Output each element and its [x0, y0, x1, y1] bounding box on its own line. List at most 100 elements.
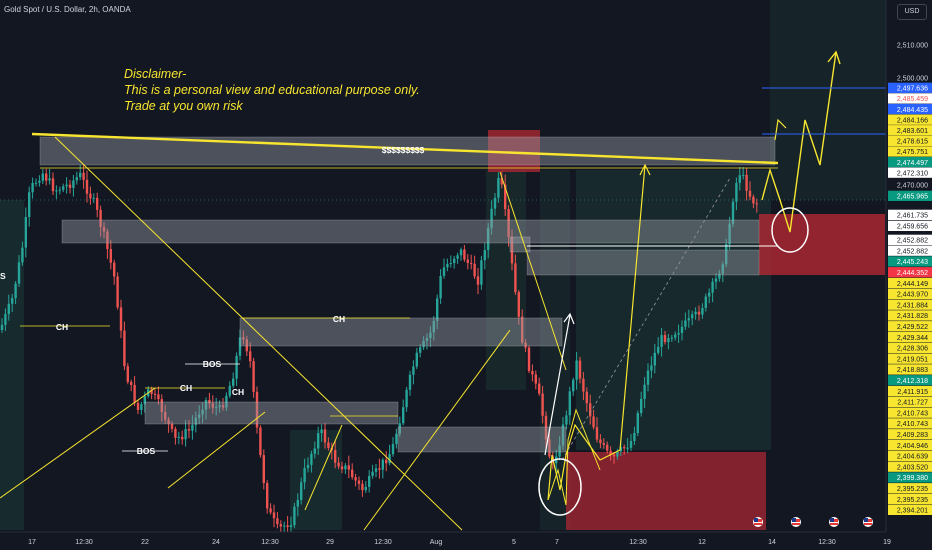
- candle: [38, 180, 41, 183]
- price-tag: [888, 483, 932, 494]
- price-label: 2,484.166: [897, 117, 928, 124]
- candle: [130, 381, 133, 385]
- time-label: 12:30: [818, 539, 836, 546]
- price-tag: [888, 146, 932, 157]
- candle: [504, 184, 507, 210]
- candle: [221, 405, 225, 408]
- candle: [225, 395, 228, 408]
- price-tag: [888, 190, 932, 201]
- candle: [561, 424, 565, 446]
- candle: [181, 436, 184, 440]
- price-label: 2,409.283: [897, 432, 928, 439]
- chart-background-shading: [0, 0, 886, 530]
- candle: [633, 433, 636, 442]
- candle: [4, 313, 7, 325]
- arrow-head: [774, 118, 787, 141]
- price-tag: [888, 114, 932, 125]
- price-label: 2,404.946: [897, 443, 928, 450]
- time-label: 12: [698, 539, 706, 546]
- candle: [687, 318, 690, 321]
- drawing-zones: [39, 136, 776, 453]
- candle: [575, 360, 578, 380]
- price-tag: [888, 504, 932, 515]
- candle: [235, 355, 238, 379]
- candle: [296, 499, 299, 507]
- stop-area: [566, 452, 766, 530]
- candlestick-series: [0, 164, 758, 535]
- candle: [123, 330, 126, 367]
- trendline: [0, 387, 156, 499]
- candle: [660, 335, 663, 347]
- candle: [718, 273, 721, 279]
- candle: [211, 403, 214, 408]
- price-label: 2,483.601: [897, 128, 928, 135]
- supply-demand-zone: [526, 249, 760, 276]
- price-label: 2,500.000: [897, 76, 928, 83]
- candle: [317, 433, 320, 449]
- price-label: 2,459.656: [897, 224, 928, 231]
- candle: [215, 406, 218, 408]
- price-label: 2,428.306: [897, 346, 928, 353]
- candle: [735, 182, 738, 202]
- candle: [565, 415, 568, 425]
- candle: [0, 324, 4, 330]
- time-axis[interactable]: 17 12:30 22 24 12:30 29 12:30 Aug 5 7 12:30 12 14 12:…: [0, 531, 932, 550]
- stop-area: [759, 214, 885, 275]
- economic-event-flags[interactable]: [753, 517, 873, 527]
- candle: [106, 231, 109, 250]
- candle: [755, 203, 758, 205]
- price-tag: [888, 135, 932, 146]
- us-flag-icon: [863, 517, 873, 527]
- edge-label: S: [0, 271, 6, 281]
- symbol-title[interactable]: Gold Spot / U.S. Dollar, 2h, OANDA: [4, 5, 131, 14]
- price-tag: [888, 209, 932, 220]
- candle: [92, 197, 95, 199]
- price-axis[interactable]: 48:212,510.0002,500.0002,497.6362,485.45…: [885, 0, 932, 532]
- candle: [184, 429, 187, 440]
- candle: [89, 193, 92, 199]
- trendline: [167, 411, 266, 489]
- arrow-head: [827, 50, 841, 65]
- shade-area: [290, 430, 342, 530]
- currency-button[interactable]: USD: [897, 4, 927, 20]
- price-tag: [888, 342, 932, 353]
- arrow-line: [544, 314, 571, 456]
- candle: [340, 466, 344, 470]
- time-label: 22: [141, 539, 149, 546]
- candle: [368, 476, 371, 487]
- candle: [432, 320, 435, 333]
- candle: [177, 436, 180, 438]
- price-tag: [888, 450, 932, 461]
- candle: [708, 292, 711, 297]
- candle: [670, 337, 673, 339]
- us-flag-icon: [753, 517, 763, 527]
- candle: [446, 263, 449, 268]
- price-tag: [888, 82, 932, 93]
- candle: [198, 414, 201, 418]
- candle: [721, 264, 724, 274]
- ch-label: CH: [56, 322, 68, 332]
- candle: [609, 450, 612, 455]
- candle: [714, 278, 718, 282]
- price-label: 2,403.520: [897, 464, 928, 471]
- price-label: 2,412.318: [897, 378, 928, 385]
- candle: [497, 177, 500, 198]
- candle: [728, 223, 731, 245]
- candle: [238, 337, 242, 356]
- candle: [385, 459, 388, 464]
- candle: [405, 389, 408, 408]
- candle: [626, 447, 629, 449]
- price-label: 2,474.497: [897, 160, 928, 167]
- trendline: [54, 136, 463, 531]
- candle: [17, 262, 21, 284]
- candle: [361, 483, 364, 491]
- price-tag: [888, 234, 932, 245]
- price-tag: [888, 288, 932, 299]
- price-label: 2,404.639: [897, 454, 928, 461]
- candle: [7, 303, 10, 314]
- flag-canton: [754, 518, 758, 522]
- candle: [527, 347, 531, 371]
- candle: [568, 391, 571, 416]
- projection-path: [547, 408, 601, 506]
